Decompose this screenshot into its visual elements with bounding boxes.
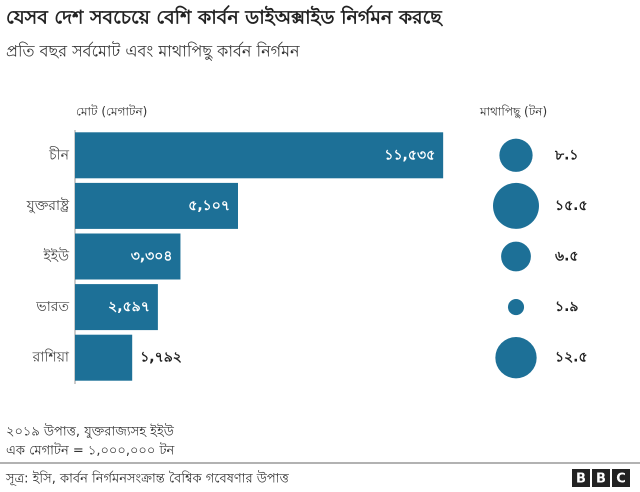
value-label: ৩,৩০৪ bbox=[131, 249, 173, 265]
logo-box bbox=[572, 469, 590, 487]
value-label: ১১,৫৩৫ bbox=[384, 147, 435, 163]
category-label: চীন bbox=[48, 146, 70, 163]
chart-subtitle: প্রতি বছর সর্বমোট এবং মাথাপিছু কার্বন নি… bbox=[6, 42, 300, 62]
value-label: ৫,১০৭ bbox=[188, 198, 230, 214]
bar bbox=[75, 132, 444, 179]
logo-letter: B bbox=[596, 472, 606, 487]
logo-box bbox=[592, 469, 610, 487]
logo-box bbox=[612, 469, 630, 487]
bubble-header: মাথাপিছু (টন) bbox=[479, 105, 547, 120]
category-label: ভারত bbox=[35, 299, 69, 315]
logo: B B C bbox=[572, 469, 630, 487]
category-label: যুক্তরাষ্ট্র bbox=[26, 197, 70, 214]
bubble bbox=[495, 337, 537, 379]
source: সূত্র: ইসি, কার্বন নির্গমনসংক্রান্ত বৈশ্… bbox=[5, 471, 290, 487]
bubble-label: ৬.৫ bbox=[555, 249, 579, 265]
bubble bbox=[493, 182, 539, 229]
bubble-label: ১.৯ bbox=[555, 299, 579, 315]
logo-letter: B bbox=[576, 472, 586, 487]
bar-header: মোট (মেগাটন) bbox=[76, 105, 147, 119]
bubble-label: ১২.৫ bbox=[555, 350, 588, 366]
bubble-label: ৮.১ bbox=[554, 147, 579, 163]
bubble bbox=[499, 138, 533, 172]
value-label: ২,৫৯৭ bbox=[108, 299, 150, 315]
bar bbox=[75, 334, 133, 381]
logo-letter: C bbox=[616, 472, 626, 487]
value-label: ১,৭৯২ bbox=[140, 350, 182, 366]
category-label: ইইউ bbox=[43, 248, 71, 265]
bubble-label: ১৫.৫ bbox=[555, 198, 588, 214]
chart-title: যেসব দেশ সবচেয়ে বেশি কার্বন ডাইঅক্সাইড … bbox=[6, 5, 443, 29]
bar bbox=[75, 284, 158, 331]
bar bbox=[75, 233, 181, 280]
bar bbox=[75, 182, 238, 229]
note: এক মেগাটন = ১,০০০,০০০ টন bbox=[6, 443, 175, 459]
note: ২০১৯ উপাত্ত, যুক্তরাজ্যসহ ইইউ bbox=[6, 424, 175, 440]
bubble bbox=[501, 241, 531, 272]
bubble bbox=[507, 299, 525, 316]
category-label: রাশিয়া bbox=[32, 349, 70, 366]
